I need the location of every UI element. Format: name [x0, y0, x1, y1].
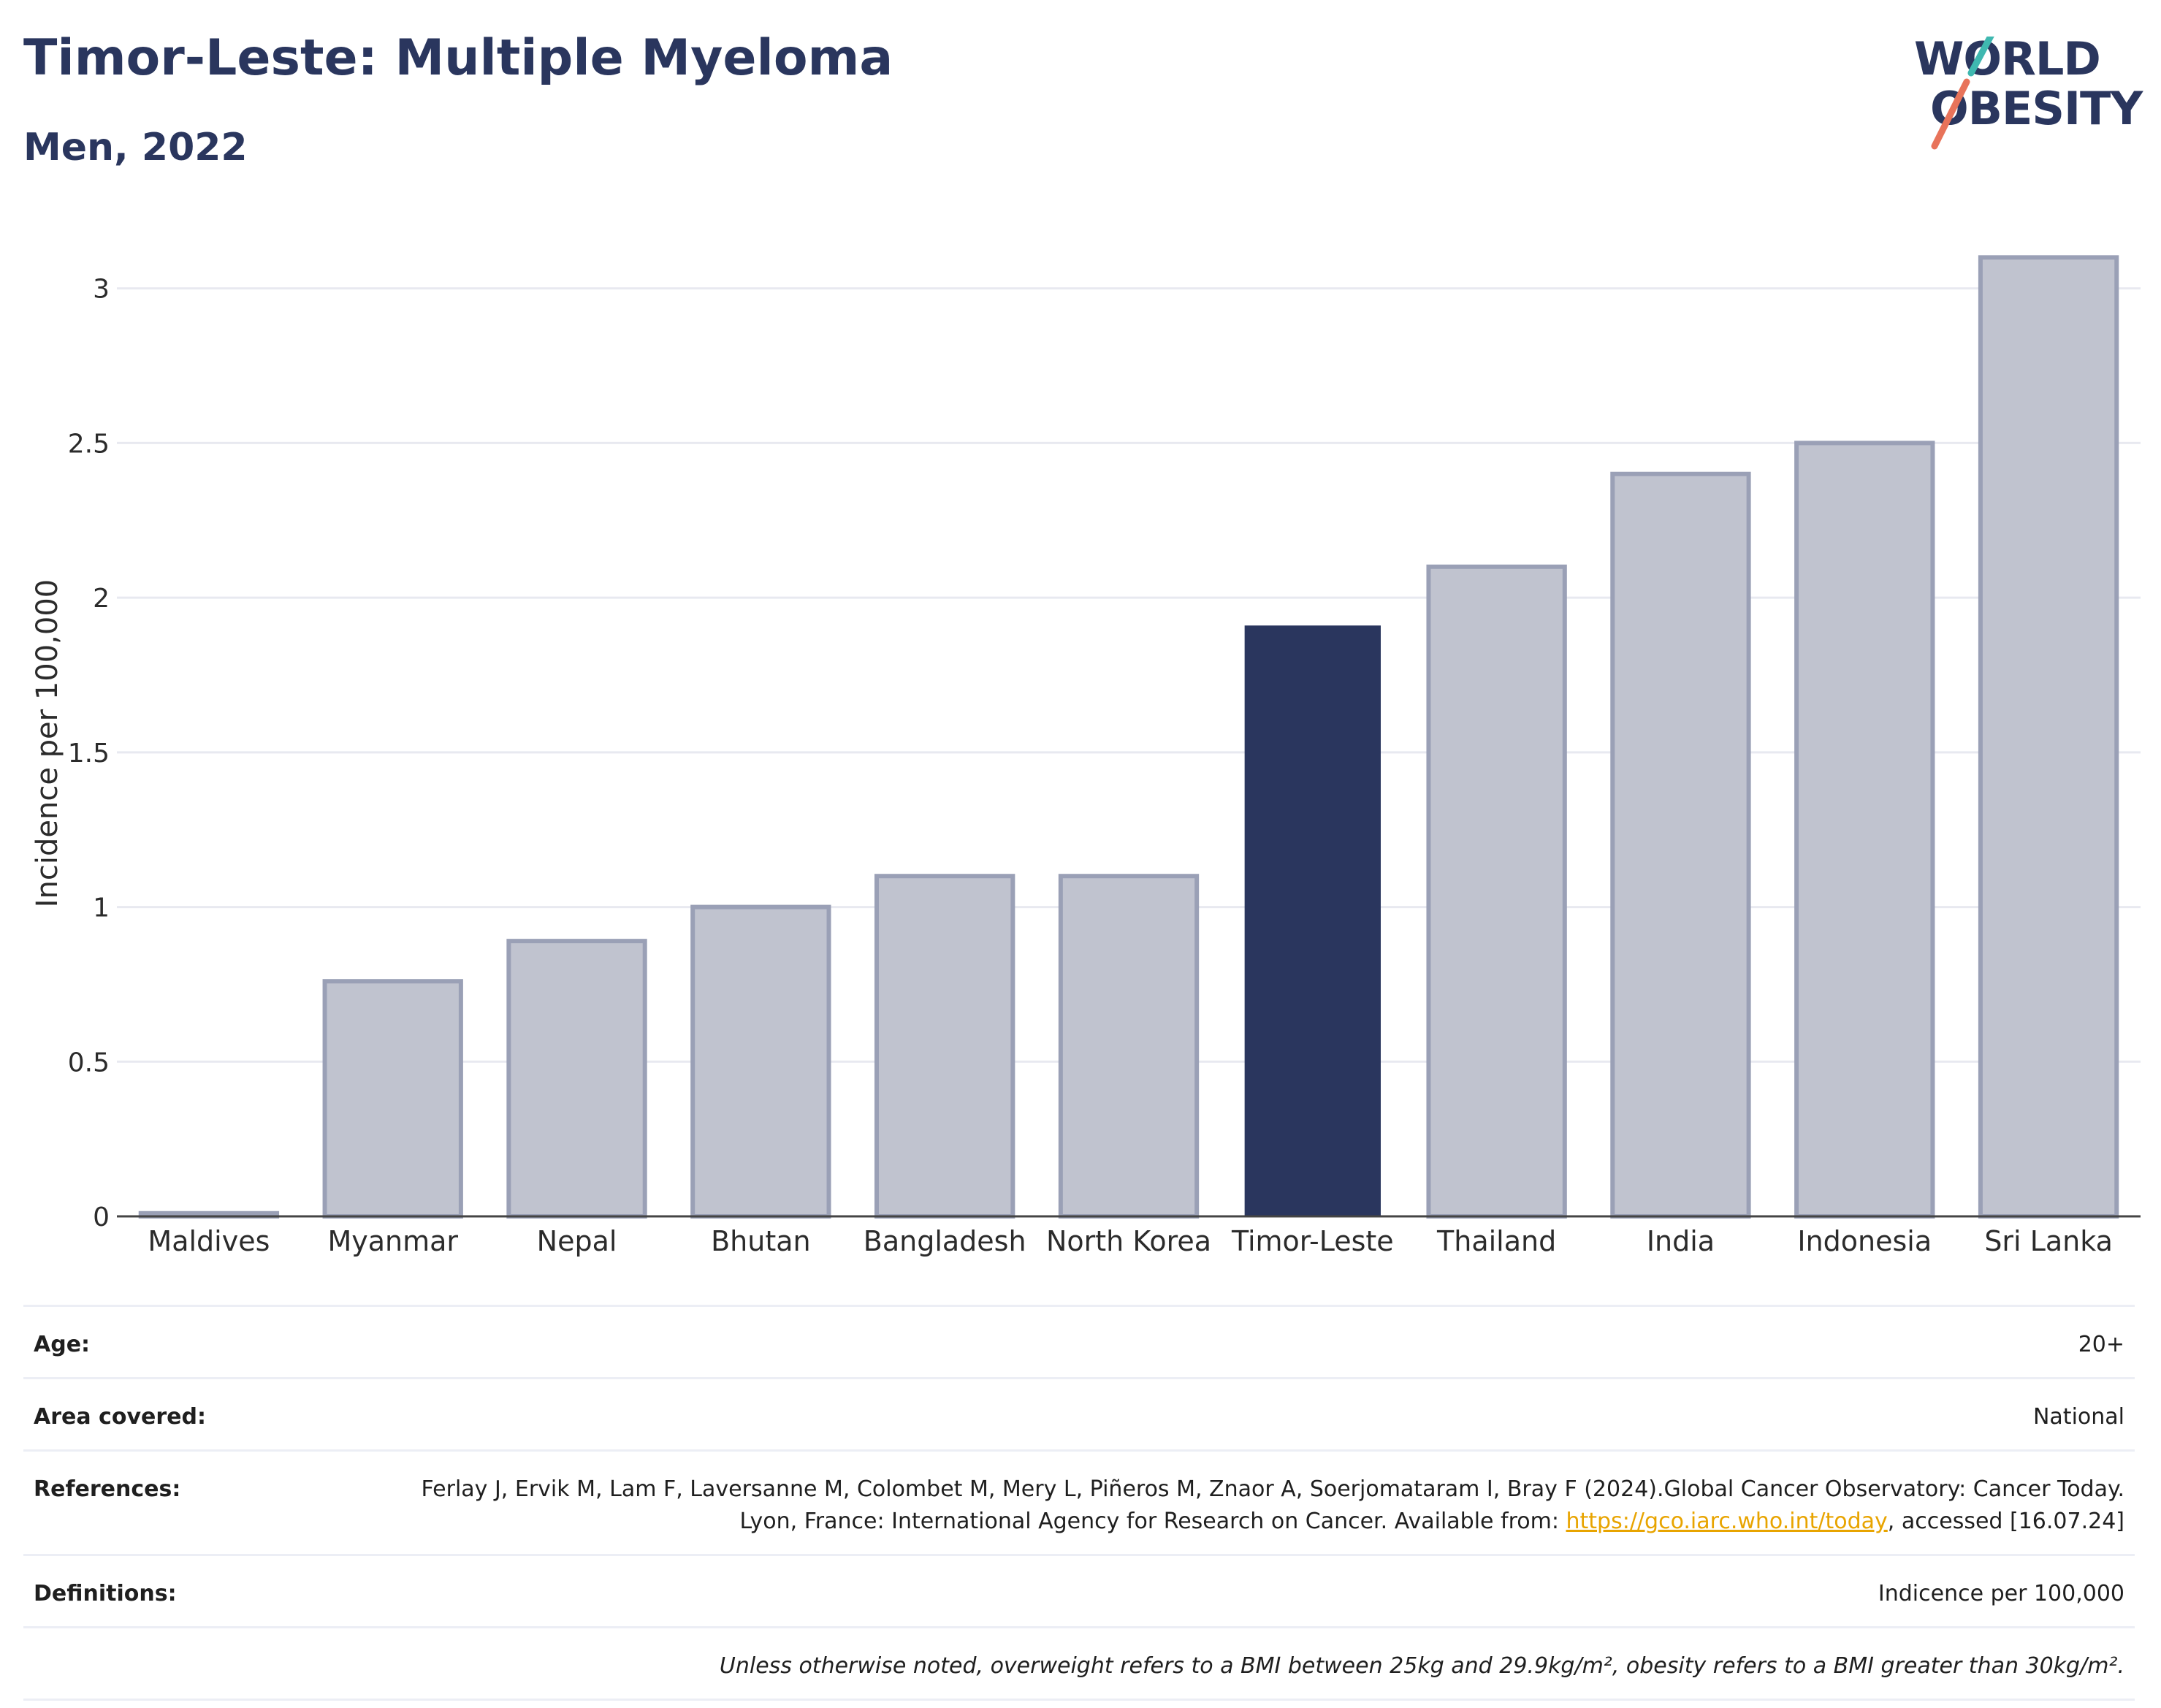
x-tick-labels: Maldives Myanmar Nepal Bhutan Bangladesh Nort…: [148, 1225, 2112, 1257]
bar-north-korea: [1061, 876, 1197, 1216]
bar-chart: 0 0.5 1 1.5 2 2.5 3 Maldives Myanmar Nepal Bhutan…: [0, 183, 2161, 1271]
x-tick-label: Myanmar: [327, 1225, 458, 1257]
y-tick-label: 0: [93, 1202, 110, 1232]
references-accessed: , accessed [16.07.24]: [1888, 1509, 2124, 1534]
x-tick-label: North Korea: [1046, 1225, 1211, 1257]
info-row-age: Age: 20+: [23, 1305, 2135, 1377]
y-tick-label: 2: [93, 584, 110, 614]
x-tick-label: India: [1647, 1225, 1715, 1257]
x-tick-label: Timor-Leste: [1231, 1225, 1394, 1257]
x-tick-label: Bangladesh: [864, 1225, 1026, 1257]
references-value: Ferlay J, Ervik M, Lam F, Laversanne M, …: [371, 1473, 2124, 1538]
area-label: Area covered:: [34, 1401, 253, 1433]
y-tick-label: 2.5: [68, 429, 110, 459]
bar-india: [1612, 474, 1748, 1216]
bar-nepal: [508, 941, 644, 1216]
definitions-value: Indicence per 100,000: [1878, 1578, 2124, 1610]
logo-slash-icon: [1914, 37, 2133, 153]
y-tick-label: 3: [93, 275, 110, 305]
world-obesity-logo: WORLD OBESITY: [1914, 37, 2133, 153]
bar-myanmar: [325, 981, 461, 1216]
x-tick-label: Maldives: [148, 1225, 270, 1257]
bar-sri-lanka: [1981, 257, 2116, 1216]
age-label: Age:: [34, 1329, 253, 1361]
y-axis-label: Incidence per 100,000: [31, 579, 64, 908]
y-tick-label: 1: [93, 893, 110, 923]
bar-timor-leste: [1245, 625, 1381, 1216]
y-tick-label: 1.5: [68, 739, 110, 769]
bar-bhutan: [693, 907, 828, 1216]
x-tick-label: Sri Lanka: [1984, 1225, 2113, 1257]
chart-subtitle: Men, 2022: [23, 126, 248, 169]
y-tick-label: 0.5: [68, 1048, 110, 1078]
x-tick-label: Thailand: [1436, 1225, 1556, 1257]
references-link[interactable]: https://gco.iarc.who.int/today: [1566, 1509, 1888, 1534]
area-value: National: [2033, 1401, 2124, 1433]
definitions-label: Definitions:: [34, 1578, 253, 1610]
bmi-note: Unless otherwise noted, overweight refer…: [34, 1650, 2124, 1682]
info-row-definitions: Definitions: Indicence per 100,000: [23, 1554, 2135, 1626]
bars: [141, 257, 2117, 1216]
chart-title: Timor-Leste: Multiple Myeloma: [23, 29, 893, 87]
x-tick-label: Nepal: [537, 1225, 617, 1257]
info-row-references: References: Ferlay J, Ervik M, Lam F, La…: [23, 1449, 2135, 1554]
references-label: References:: [34, 1473, 253, 1538]
age-value: 20+: [2078, 1329, 2124, 1361]
bar-indonesia: [1796, 443, 1932, 1216]
bar-thailand: [1428, 567, 1564, 1216]
y-tick-labels: 0 0.5 1 1.5 2 2.5 3: [68, 275, 110, 1232]
x-tick-label: Indonesia: [1797, 1225, 1932, 1257]
info-row-note: Unless otherwise noted, overweight refer…: [23, 1626, 2135, 1701]
info-table: Age: 20+ Area covered: National Referenc…: [23, 1305, 2135, 1701]
info-row-area: Area covered: National: [23, 1377, 2135, 1449]
bar-bangladesh: [877, 876, 1013, 1216]
x-tick-label: Bhutan: [711, 1225, 811, 1257]
